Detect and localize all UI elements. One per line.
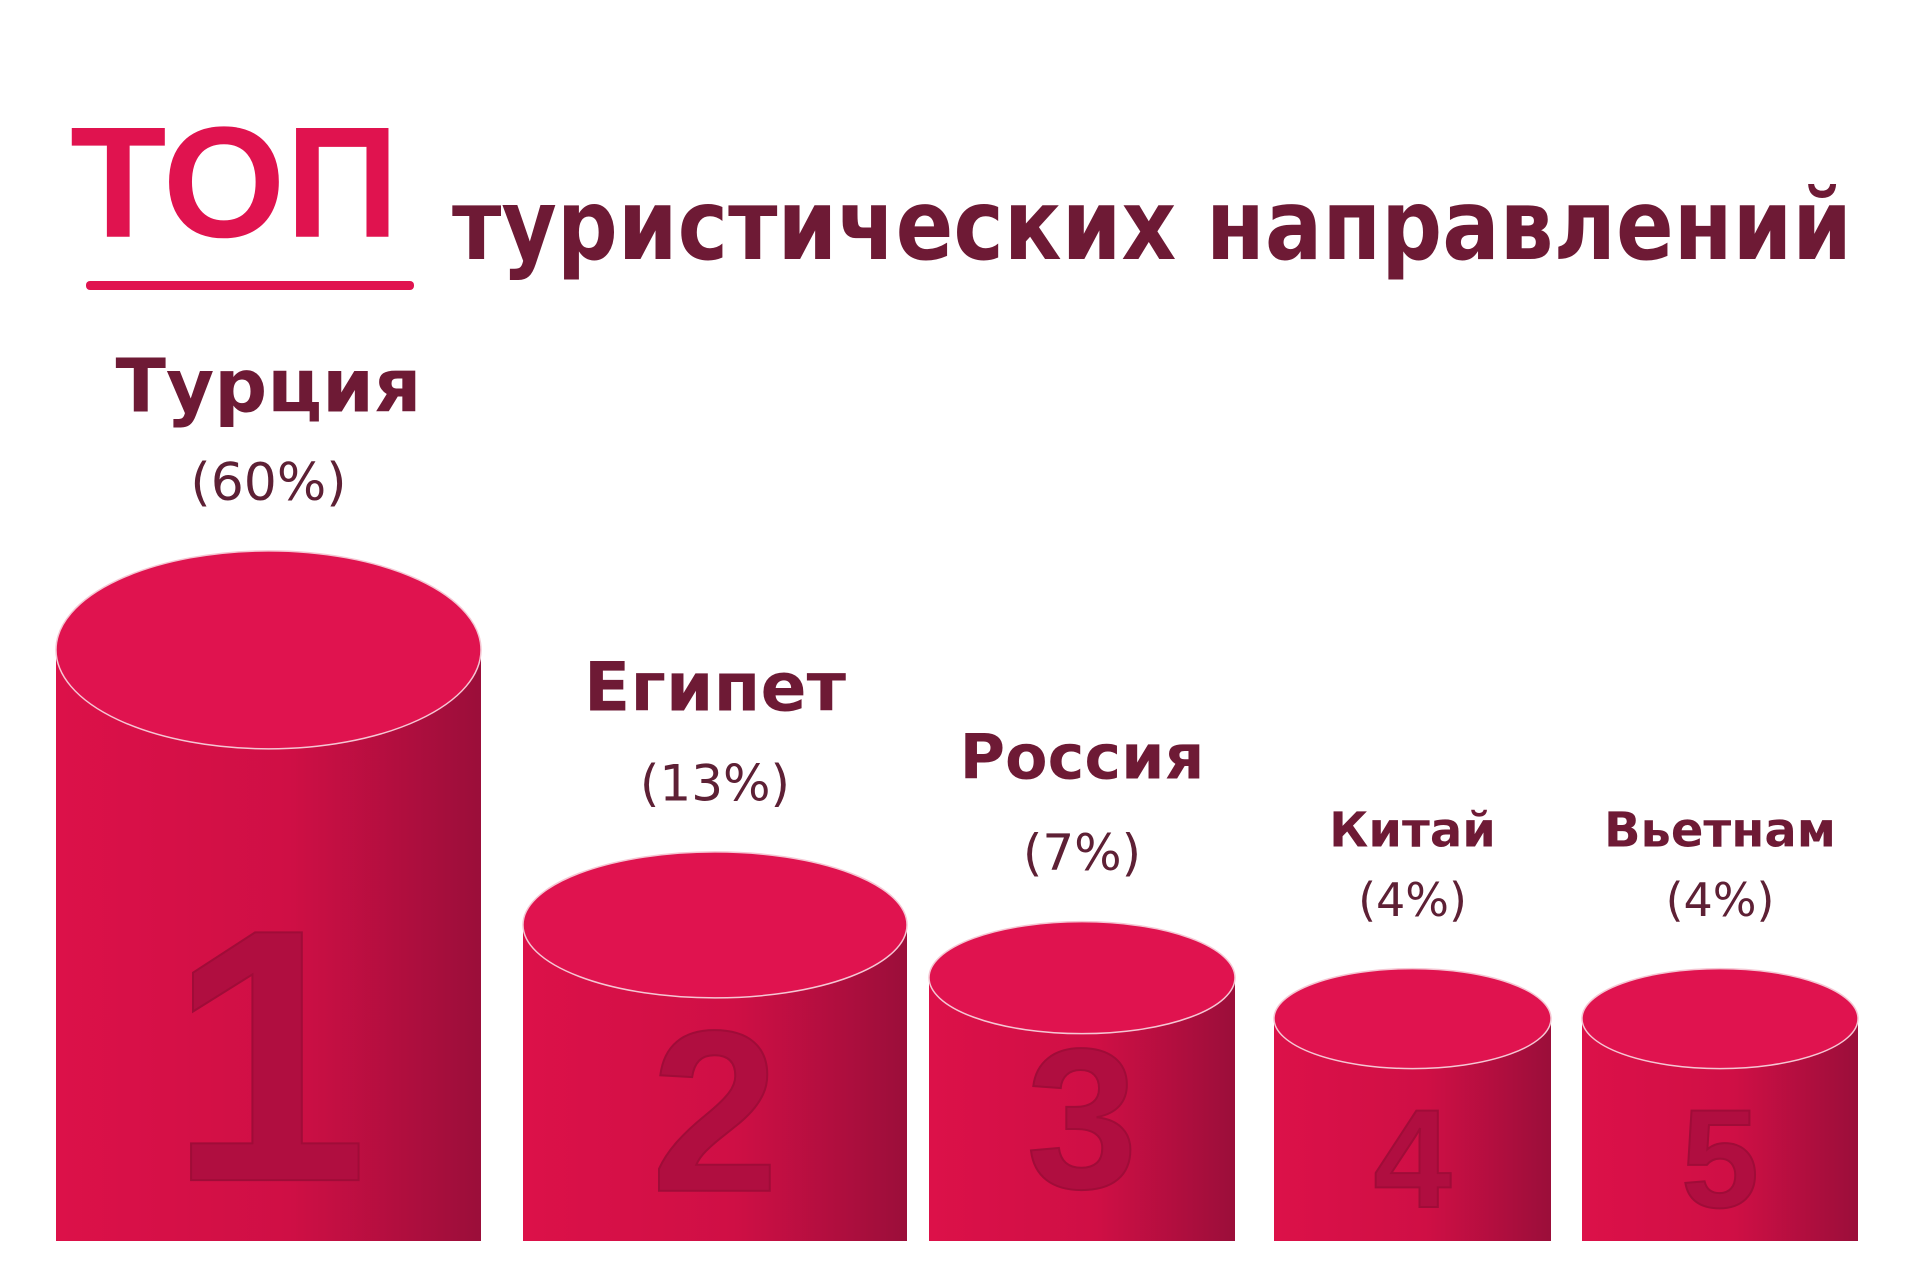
rank-label: 3 [1026, 1008, 1137, 1231]
value-label: (4%) [1358, 873, 1467, 927]
value-label: (13%) [640, 754, 790, 812]
cylinder-body [929, 977, 1235, 1241]
value-label: (7%) [1023, 824, 1141, 882]
value-label: (60%) [190, 453, 346, 513]
cylinder-top [55, 550, 482, 750]
category-label: Китай [1329, 803, 1496, 859]
cylinder-body [1274, 1018, 1551, 1241]
rank-label: 2 [651, 983, 779, 1240]
cylinder-top [1273, 967, 1552, 1070]
category-label: Турция [116, 343, 422, 429]
chart-subtitle: туристических направлений [452, 169, 1852, 283]
cylinder-top [1581, 967, 1859, 1070]
cylinder-body [1582, 1018, 1858, 1241]
category-label: Вьетнам [1604, 803, 1836, 859]
category-label: Египет [584, 648, 847, 727]
title-underline [86, 281, 414, 290]
value-label: (4%) [1666, 873, 1775, 927]
rank-label: 5 [1681, 1080, 1759, 1237]
cylinder-body [56, 649, 481, 1241]
cylinder-body [523, 924, 907, 1241]
rank-label: 1 [168, 855, 368, 1257]
cylinder-top [928, 920, 1236, 1035]
category-label: Россия [960, 721, 1205, 794]
rank-label: 4 [1374, 1080, 1452, 1237]
cylinder-top [522, 851, 908, 999]
chart-title: ТОП [70, 95, 399, 271]
